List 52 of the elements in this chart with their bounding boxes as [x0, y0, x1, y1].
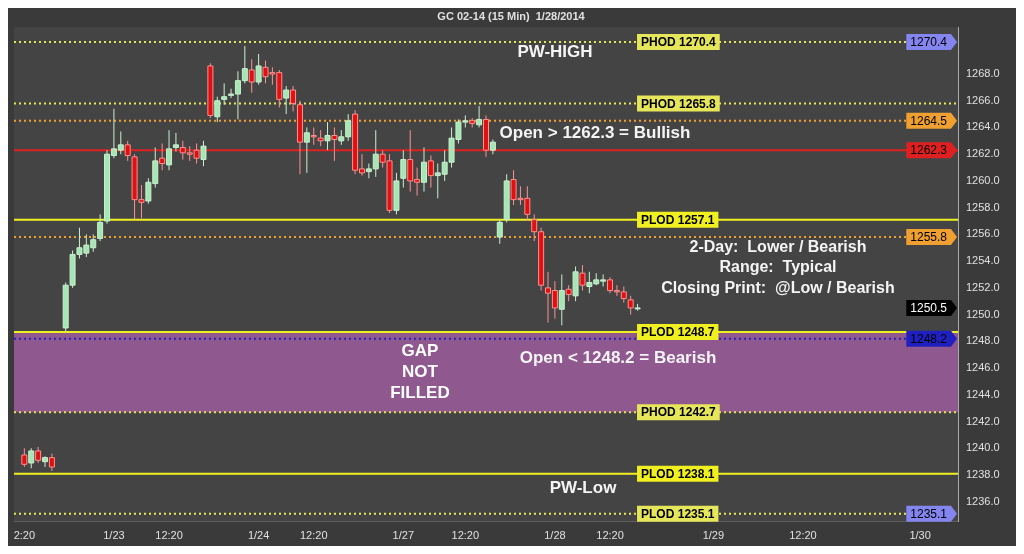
y-tick-label: 1248.0	[966, 334, 1000, 347]
y-tick-label: 1240.0	[966, 441, 1000, 454]
annotation: 1270.4	[910, 35, 948, 50]
y-tick-label: 1264.0	[966, 120, 1000, 133]
y-tick-label: 1252.0	[966, 280, 1000, 293]
y-tick-label: 1250.0	[966, 307, 1000, 320]
y-tick-label: 1238.0	[966, 468, 1000, 481]
chart-title: GC 02-14 (15 Min) 1/28/2014	[437, 9, 586, 22]
ref-line-label: 1255.8	[910, 230, 948, 245]
ref-line-label: PHOD 1270.4	[641, 35, 717, 50]
y-tick-label: 1246.0	[966, 361, 1000, 374]
x-tick-label: 1/28	[544, 529, 566, 542]
x-tick-label: 1/27	[392, 529, 415, 542]
ref-line-label: 1248.2	[910, 331, 948, 346]
x-tick-label: 12:20	[299, 529, 328, 542]
ref-line-label: PLOD 1248.7	[641, 325, 715, 340]
annotation: PW-HIGH	[517, 41, 593, 61]
ref-line-label: PHOD 1265.8	[641, 96, 717, 111]
annotation: Closing Print: @Low / Bearish	[661, 279, 895, 297]
y-tick-label: 1268.0	[966, 67, 1000, 80]
x-tick-label: 12:20	[789, 529, 817, 542]
x-tick-label: 1/29	[702, 529, 725, 542]
x-tick-label: 12:20	[155, 529, 183, 542]
annotation: Open > 1262.3 = Bullish	[499, 122, 691, 142]
ref-line-label: PLOD 1238.1	[641, 466, 715, 481]
y-tick-label: 1260.0	[966, 173, 1000, 186]
annotation: 2-Day: Lower / Bearish	[689, 238, 867, 256]
ref-line-label: 1264.5	[910, 114, 948, 129]
x-tick-label: 12:20	[451, 529, 480, 542]
x-tick-label: 2:20	[13, 529, 36, 542]
annotation: Open < 1248.2 = Bearish	[519, 347, 717, 367]
y-tick-label: 1244.0	[966, 387, 1000, 400]
annotation: 1250.5	[910, 301, 948, 316]
x-tick-label: 12:20	[596, 529, 624, 542]
ref-line-label: PHOD 1242.7	[641, 405, 717, 420]
y-tick-label: 1242.0	[966, 414, 1000, 427]
y-tick-label: 1262.0	[966, 147, 1000, 160]
annotation: Range: Typical	[719, 258, 837, 276]
x-tick-label: 1/30	[909, 529, 931, 542]
band-label: GAP NOT FILLED	[390, 340, 450, 402]
ref-line-label: PLOD 1257.1	[641, 213, 715, 228]
y-tick-label: 1258.0	[966, 200, 1000, 213]
ref-line-label: 1262.3	[910, 143, 948, 158]
x-tick-label: 1/23	[103, 529, 125, 542]
annotation: 1235.1	[910, 507, 948, 522]
y-tick-label: 1236.0	[966, 494, 1000, 507]
annotation: PW-Low	[549, 477, 618, 497]
y-tick-label: 1266.0	[966, 93, 1000, 106]
y-tick-label: 1256.0	[966, 227, 1000, 240]
y-tick-label: 1254.0	[966, 254, 1000, 267]
x-tick-label: 1/24	[247, 529, 270, 542]
ref-line-label: PLOD 1235.1	[641, 507, 715, 522]
